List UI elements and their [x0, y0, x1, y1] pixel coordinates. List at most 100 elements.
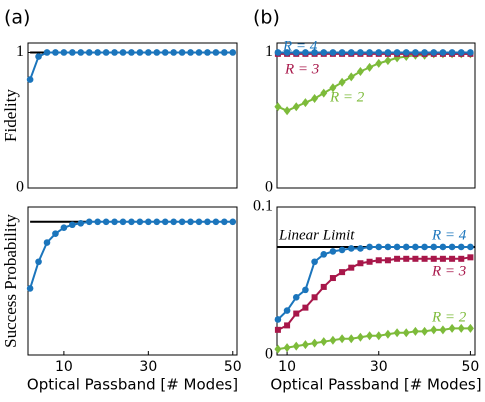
- marker: [375, 243, 383, 251]
- marker: [393, 49, 401, 56]
- marker: [356, 332, 364, 342]
- marker: [412, 49, 419, 56]
- marker: [274, 316, 282, 323]
- y-tick-label: 0: [265, 179, 273, 196]
- marker: [449, 255, 456, 262]
- marker: [439, 243, 447, 251]
- x-tick-label: 10: [55, 359, 73, 375]
- marker: [292, 102, 300, 112]
- marker: [329, 83, 337, 93]
- marker: [384, 49, 392, 56]
- marker: [102, 218, 110, 226]
- marker: [119, 218, 127, 226]
- marker: [128, 218, 135, 226]
- marker: [178, 218, 186, 226]
- marker: [357, 49, 364, 56]
- marker: [311, 94, 319, 104]
- marker: [458, 255, 465, 262]
- marker: [338, 334, 346, 344]
- marker: [467, 254, 474, 261]
- marker: [366, 62, 374, 72]
- marker: [421, 326, 429, 336]
- series-label: R = 3: [431, 263, 466, 279]
- y-tick-label: 0: [16, 179, 24, 196]
- marker: [448, 243, 456, 251]
- reference-label: Linear Limit: [278, 227, 355, 243]
- marker: [293, 310, 300, 317]
- marker: [94, 218, 101, 226]
- marker: [26, 285, 34, 292]
- marker: [430, 49, 438, 56]
- marker: [136, 49, 144, 56]
- marker: [43, 239, 51, 246]
- y-axis-label: Fidelity: [1, 89, 20, 142]
- marker: [348, 264, 355, 271]
- series-line: [277, 245, 471, 321]
- marker: [338, 77, 346, 87]
- marker: [204, 49, 211, 56]
- marker: [366, 243, 373, 251]
- plot-frame: [276, 206, 476, 356]
- marker: [439, 49, 447, 56]
- marker: [170, 49, 177, 56]
- marker: [421, 255, 428, 262]
- marker: [35, 258, 42, 266]
- marker: [204, 218, 211, 226]
- marker: [283, 106, 291, 116]
- marker: [467, 49, 474, 56]
- marker: [153, 218, 161, 226]
- plot-frame: [27, 206, 238, 356]
- marker: [161, 218, 169, 226]
- marker: [448, 323, 456, 333]
- marker: [274, 102, 282, 112]
- series-label: R = 2: [329, 89, 365, 105]
- marker: [195, 49, 203, 56]
- x-tick-label: 50: [224, 359, 242, 375]
- series-line: [277, 256, 471, 331]
- marker: [128, 49, 135, 56]
- marker: [320, 251, 328, 258]
- series-label: R = 2: [431, 309, 467, 325]
- marker: [170, 218, 177, 226]
- marker: [384, 257, 391, 264]
- marker: [119, 49, 127, 56]
- marker: [311, 258, 318, 266]
- marker: [145, 218, 152, 226]
- marker: [366, 49, 373, 56]
- marker: [292, 49, 300, 56]
- marker: [274, 326, 281, 333]
- marker: [52, 230, 59, 237]
- marker: [292, 293, 300, 301]
- marker: [394, 255, 401, 262]
- marker: [430, 325, 438, 335]
- marker: [421, 243, 428, 251]
- marker: [94, 49, 101, 56]
- marker: [69, 221, 76, 229]
- marker: [302, 49, 309, 56]
- marker: [393, 328, 401, 338]
- marker: [111, 49, 118, 56]
- marker: [338, 49, 346, 56]
- marker: [302, 304, 309, 311]
- marker: [212, 218, 220, 226]
- x-axis-label: Optical Passband [# Modes]: [270, 376, 481, 394]
- marker: [301, 98, 309, 108]
- marker: [384, 329, 392, 339]
- series-label: R = 4: [282, 38, 318, 54]
- marker: [384, 243, 392, 251]
- plot-frame: [276, 42, 476, 189]
- marker: [60, 224, 68, 232]
- y-tick-label: 1: [265, 43, 273, 60]
- marker: [347, 72, 355, 82]
- marker: [357, 260, 364, 267]
- marker: [145, 49, 152, 56]
- marker: [375, 331, 383, 341]
- y-tick-label: 0.1: [253, 198, 273, 215]
- marker: [35, 53, 42, 60]
- x-tick-label: 50: [462, 359, 480, 375]
- x-tick-label: 30: [139, 359, 157, 375]
- marker: [457, 49, 465, 56]
- marker: [347, 334, 355, 344]
- marker: [356, 66, 364, 76]
- marker: [85, 218, 93, 226]
